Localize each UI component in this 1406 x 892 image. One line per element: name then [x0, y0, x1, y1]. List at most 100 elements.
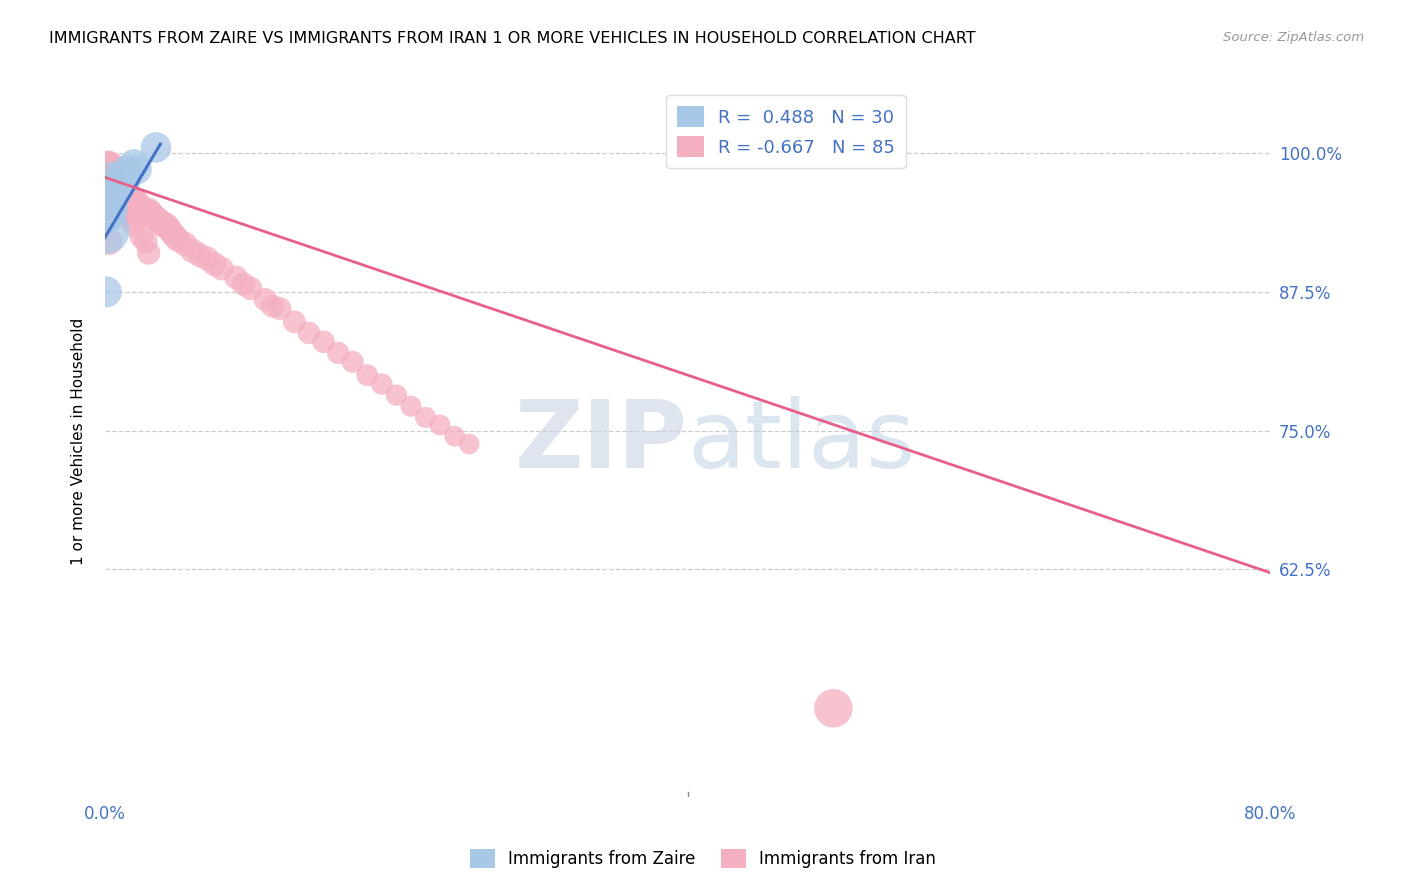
Point [107, 185, 129, 199]
Point [105, 181, 128, 195]
Point [122, 193, 145, 207]
Point [104, 202, 127, 216]
Point [155, 218, 177, 232]
Point [174, 237, 197, 252]
Point [115, 193, 138, 207]
Point [415, 410, 437, 425]
Point [100, 185, 122, 199]
Point [110, 188, 132, 202]
Point [111, 181, 134, 195]
Point [97, 212, 120, 227]
Point [342, 355, 364, 369]
Point [254, 293, 277, 307]
Point [120, 190, 142, 204]
Point [105, 190, 128, 204]
Point [107, 179, 129, 194]
Point [131, 229, 153, 244]
Point [98, 174, 121, 188]
Point [103, 190, 125, 204]
Point [138, 246, 160, 260]
Point [101, 179, 124, 194]
Text: Source: ZipAtlas.com: Source: ZipAtlas.com [1223, 31, 1364, 45]
Text: atlas: atlas [688, 396, 915, 488]
Point [117, 203, 139, 218]
Point [101, 196, 124, 211]
Point [103, 196, 125, 211]
Point [101, 174, 124, 188]
Point [239, 281, 262, 295]
Point [111, 168, 134, 182]
Legend: R =  0.488   N = 30, R = -0.667   N = 85: R = 0.488 N = 30, R = -0.667 N = 85 [666, 95, 905, 168]
Point [135, 235, 157, 249]
Point [98, 179, 121, 194]
Point [96, 224, 118, 238]
Point [166, 233, 188, 247]
Point [98, 235, 121, 249]
Point [120, 212, 142, 227]
Point [117, 196, 139, 211]
Point [131, 202, 153, 216]
Point [107, 190, 129, 204]
Point [108, 194, 131, 209]
Point [103, 185, 125, 199]
Point [195, 252, 218, 266]
Point [143, 211, 166, 225]
Point [98, 162, 121, 177]
Point [115, 174, 138, 188]
Point [97, 157, 120, 171]
Point [105, 179, 128, 194]
Point [160, 226, 183, 240]
Point [97, 168, 120, 182]
Point [262, 299, 284, 313]
Point [225, 270, 247, 285]
Point [96, 285, 118, 299]
Point [100, 190, 122, 204]
Point [103, 207, 125, 221]
Point [326, 346, 349, 360]
Point [269, 301, 291, 316]
Point [114, 199, 136, 213]
Point [146, 212, 169, 227]
Text: ZIP: ZIP [515, 396, 688, 488]
Point [100, 212, 122, 227]
Text: IMMIGRANTS FROM ZAIRE VS IMMIGRANTS FROM IRAN 1 OR MORE VEHICLES IN HOUSEHOLD CO: IMMIGRANTS FROM ZAIRE VS IMMIGRANTS FROM… [49, 31, 976, 46]
Point [312, 334, 335, 349]
Point [145, 140, 167, 154]
Point [138, 203, 160, 218]
Point [163, 229, 186, 244]
Point [458, 437, 481, 451]
Point [188, 248, 211, 262]
Point [122, 157, 145, 171]
Point [115, 162, 138, 177]
Point [104, 196, 127, 211]
Point [100, 157, 122, 171]
Point [125, 196, 148, 211]
Point [211, 261, 233, 276]
Point [101, 185, 124, 199]
Point [823, 701, 845, 715]
Point [152, 218, 174, 232]
Point [103, 179, 125, 194]
Point [112, 174, 135, 188]
Point [108, 185, 131, 199]
Point [111, 193, 134, 207]
Point [149, 215, 172, 229]
Point [108, 185, 131, 199]
Point [104, 185, 127, 199]
Point [97, 190, 120, 204]
Point [114, 188, 136, 202]
Point [129, 201, 152, 215]
Point [385, 388, 408, 402]
Point [443, 429, 465, 443]
Point [108, 174, 131, 188]
Point [104, 190, 127, 204]
Point [103, 174, 125, 188]
Point [98, 185, 121, 199]
Point [101, 168, 124, 182]
Point [232, 277, 254, 291]
Point [141, 207, 163, 221]
Point [101, 196, 124, 211]
Point [112, 194, 135, 209]
Point [429, 418, 451, 433]
Point [100, 174, 122, 188]
